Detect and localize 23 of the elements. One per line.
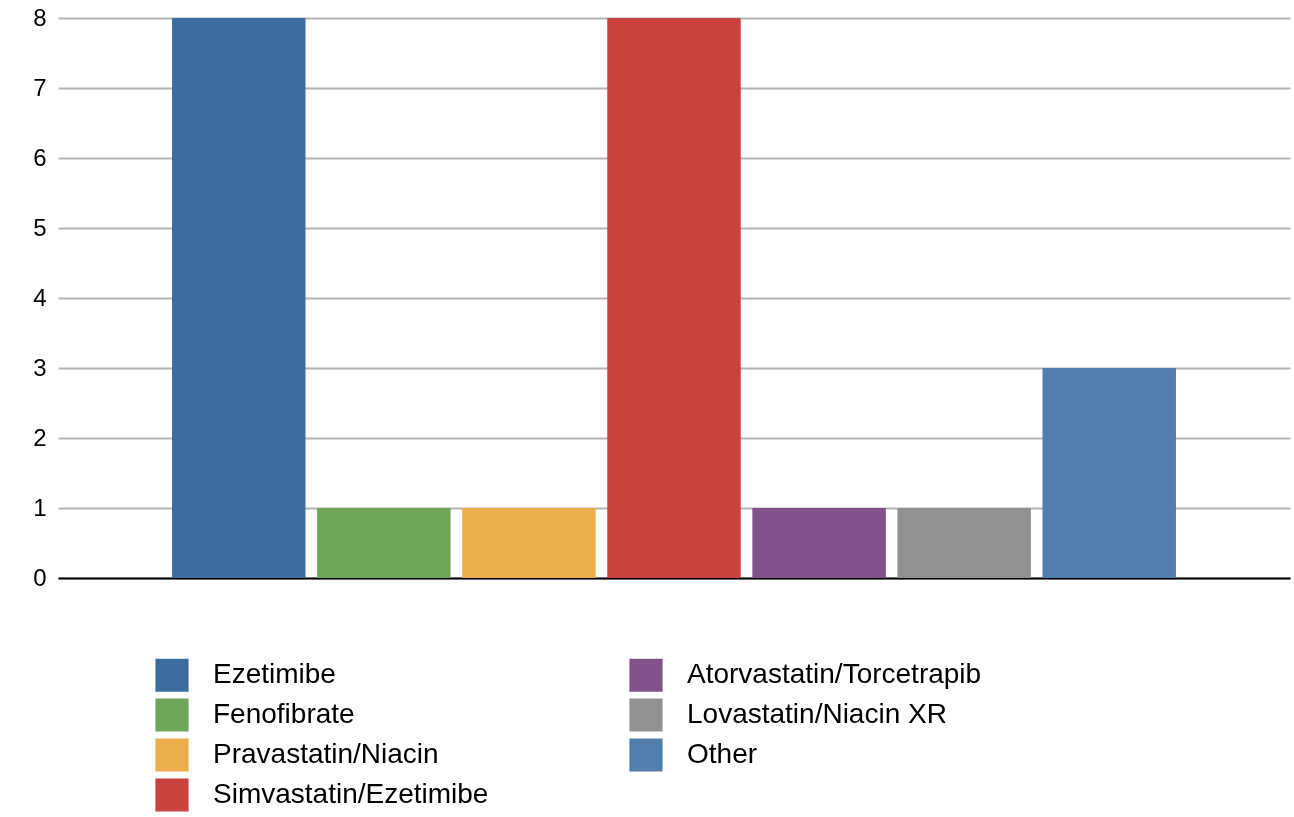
legend-label: Other: [687, 738, 758, 769]
y-tick-label: 1: [33, 493, 47, 521]
legend-label: Simvastatin/Ezetimibe: [213, 778, 489, 809]
legend-label: Pravastatin/Niacin: [213, 738, 439, 769]
legend-label: Atorvastatin/Torcetrapib: [687, 658, 982, 690]
y-tick-label: 8: [33, 3, 47, 31]
bar: [607, 18, 741, 578]
bar: [462, 508, 596, 578]
y-tick-label: 7: [33, 73, 47, 101]
bar: [752, 508, 886, 578]
bar: [317, 508, 451, 578]
legend-label: Ezetimibe: [213, 658, 336, 690]
y-tick-label: 5: [33, 213, 47, 241]
legend-label: Lovastatin/Niacin XR: [687, 698, 947, 729]
y-tick-label: 6: [33, 143, 47, 171]
bar: [897, 508, 1031, 578]
bar: [172, 18, 306, 578]
y-tick-label: 3: [33, 353, 47, 381]
bar: [1042, 368, 1176, 578]
y-tick-label: 0: [33, 563, 47, 591]
y-tick-label: 2: [33, 423, 47, 451]
legend-label: Fenofibrate: [213, 698, 355, 729]
y-tick-label: 4: [33, 283, 47, 311]
